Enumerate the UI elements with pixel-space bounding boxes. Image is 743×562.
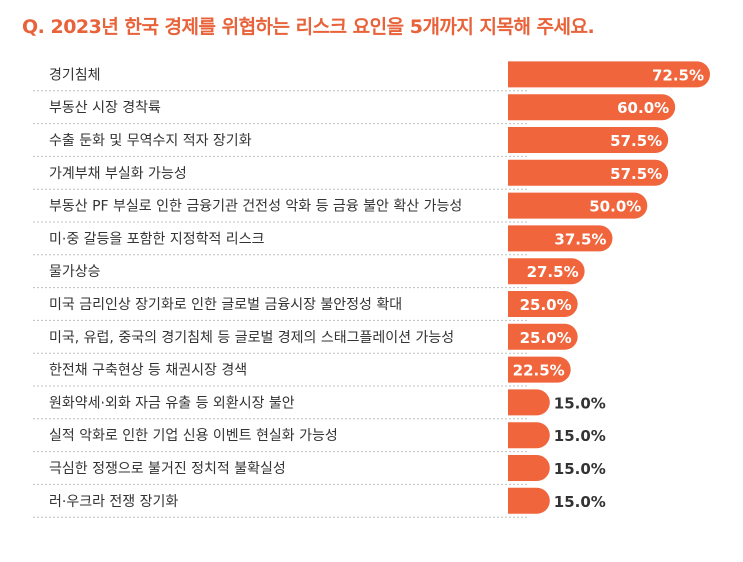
value-label: 15.0%	[554, 460, 606, 478]
category-label: 한전채 구축현상 등 채권시장 경색	[49, 363, 247, 379]
category-label: 미국, 유럽, 중국의 경기침체 등 글로벌 경제의 스태그플레이션 가능성	[49, 330, 454, 346]
value-label: 15.0%	[554, 493, 606, 511]
category-label: 부동산 시장 경착륙	[49, 100, 161, 116]
value-label: 27.5%	[527, 263, 579, 281]
bar	[508, 291, 578, 317]
value-label: 25.0%	[520, 329, 572, 347]
category-label: 원화약세·외화 자금 유출 등 외환시장 불안	[49, 395, 295, 411]
category-label: 미국 금리인상 장기화로 인한 글로벌 금융시장 불안정성 확대	[49, 297, 402, 313]
bar	[508, 192, 648, 219]
bar	[508, 389, 550, 416]
value-label: 37.5%	[554, 230, 606, 248]
value-label: 15.0%	[554, 427, 606, 445]
bar	[508, 127, 669, 153]
category-label: 미·중 갈등을 포함한 지정학적 리스크	[49, 231, 265, 247]
bar	[508, 225, 613, 252]
value-label: 60.0%	[617, 99, 669, 117]
bar	[508, 455, 550, 481]
value-label: 57.5%	[610, 132, 662, 150]
category-label: 경기침체	[49, 67, 101, 83]
value-label: 57.5%	[610, 165, 662, 183]
bar	[508, 258, 585, 285]
category-label: 부동산 PF 부실로 인한 금융기관 건전성 악화 등 금융 불안 확산 가능성	[49, 199, 462, 215]
bar	[508, 94, 676, 121]
chart-title: Q. 2023년 한국 경제를 위협하는 리스크 요인을 5개까지 지목해 주세…	[22, 16, 595, 38]
category-label: 가계부채 부실화 가능성	[49, 166, 187, 182]
value-label: 72.5%	[652, 66, 704, 84]
bar	[508, 159, 669, 186]
bar	[508, 323, 578, 350]
bar	[508, 61, 710, 88]
value-label: 50.0%	[589, 198, 641, 216]
value-label: 15.0%	[554, 394, 606, 412]
value-label: 22.5%	[513, 362, 565, 380]
bar	[508, 487, 550, 514]
bar	[508, 356, 571, 383]
category-label: 물가상승	[49, 264, 101, 280]
category-label: 러·우크라 전쟁 장기화	[49, 494, 178, 510]
bar	[508, 422, 550, 449]
category-label: 실적 악화로 인한 기업 신용 이벤트 현실화 가능성	[49, 428, 338, 444]
category-label: 수출 둔화 및 무역수지 적자 장기화	[49, 133, 252, 149]
value-label: 25.0%	[520, 296, 572, 314]
category-label: 극심한 정쟁으로 불거진 정치적 불확실성	[49, 461, 286, 477]
